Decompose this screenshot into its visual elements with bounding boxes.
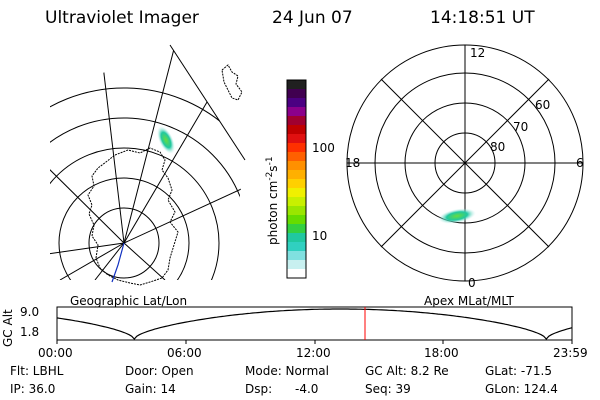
colorbar-stripe: [287, 152, 306, 162]
altitude-ytick-bottom: 1.8: [20, 325, 40, 339]
altitude-xtick-0: 00:00: [38, 346, 73, 360]
mlt-label-6: 6: [576, 156, 584, 170]
colorbar-stripe: [287, 98, 306, 108]
mlt-label-0: 0: [468, 276, 476, 290]
noon-meridian-line: [111, 242, 125, 283]
colorbar-stripe: [287, 251, 306, 261]
mlt-label-12: 12: [470, 46, 486, 60]
app-title: Ultraviolet Imager: [45, 8, 199, 28]
colorbar-stripe: [287, 134, 306, 144]
info-gain: Gain: 14: [125, 382, 176, 396]
aurora-emission-polar: [438, 208, 476, 224]
continent-outline: [87, 147, 179, 286]
mlt-label-18: 18: [345, 156, 361, 170]
colorbar-stripe: [287, 116, 306, 126]
altitude-xtick-3: 18:00: [424, 346, 459, 360]
colorbar-stripe: [287, 206, 306, 216]
time-label: 14:18:51 UT: [430, 8, 535, 28]
mlat-label-60: 60: [535, 98, 551, 112]
colorbar-stripe: [287, 143, 306, 153]
info-flt: Flt: LBHL: [10, 364, 64, 378]
map-boundary: [169, 44, 246, 161]
altitude-panel: [56, 306, 573, 344]
info-ip: IP: 36.0: [10, 382, 56, 396]
colorbar-stripe: [287, 224, 306, 234]
info-gc-alt: GC Alt: 8.2 Re: [365, 364, 449, 378]
geographic-map: [50, 45, 245, 280]
colorbar-stripe: [287, 161, 306, 171]
colorbar-stripe: [287, 188, 306, 198]
info-dsp-label: Dsp:: [245, 382, 273, 396]
mlat-label-70: 70: [513, 120, 529, 134]
info-mode: Mode: Normal: [245, 364, 329, 378]
colorbar-stripe: [287, 107, 306, 117]
colorbar-stripe: [287, 125, 306, 135]
geo-map-label: Geographic Lat/Lon: [70, 294, 188, 308]
info-door: Door: Open: [125, 364, 194, 378]
altitude-xtick-4: 23:59: [553, 346, 588, 360]
colorbar-tick-100: 100: [312, 141, 335, 155]
polar-plot-label: Apex MLat/MLT: [424, 294, 514, 308]
mlat-label-80: 80: [490, 140, 506, 154]
colorbar-stripe: [287, 197, 306, 207]
info-dsp-value: -4.0: [295, 382, 319, 396]
colorbar: [287, 80, 306, 279]
colorbar-stripe: [287, 269, 306, 279]
altitude-ytick-top: 9.0: [20, 305, 40, 319]
island-outline: [221, 64, 243, 101]
polar-plot: [346, 44, 584, 282]
colorbar-stripe: [287, 80, 306, 90]
info-glat: GLat: -71.5: [485, 364, 552, 378]
colorbar-tick-10: 10: [312, 229, 328, 243]
altitude-ylabel: GC Alt: [1, 309, 15, 347]
colorbar-stripe: [287, 215, 306, 225]
colorbar-stripe: [287, 89, 306, 99]
info-glon: GLon: 124.4: [485, 382, 558, 396]
colorbar-stripe: [287, 242, 306, 252]
altitude-xtick-1: 06:00: [167, 346, 202, 360]
colorbar-stripe: [287, 179, 306, 189]
info-seq: Seq: 39: [365, 382, 411, 396]
aurora-emission-geo: [157, 126, 175, 154]
colorbar-stripe: [287, 260, 306, 270]
date-label: 24 Jun 07: [272, 8, 353, 28]
altitude-xtick-2: 12:00: [296, 346, 331, 360]
colorbar-stripe: [287, 170, 306, 180]
colorbar-stripe: [287, 233, 306, 243]
colorbar-unit-label: photon cm-2s-1: [265, 156, 280, 245]
